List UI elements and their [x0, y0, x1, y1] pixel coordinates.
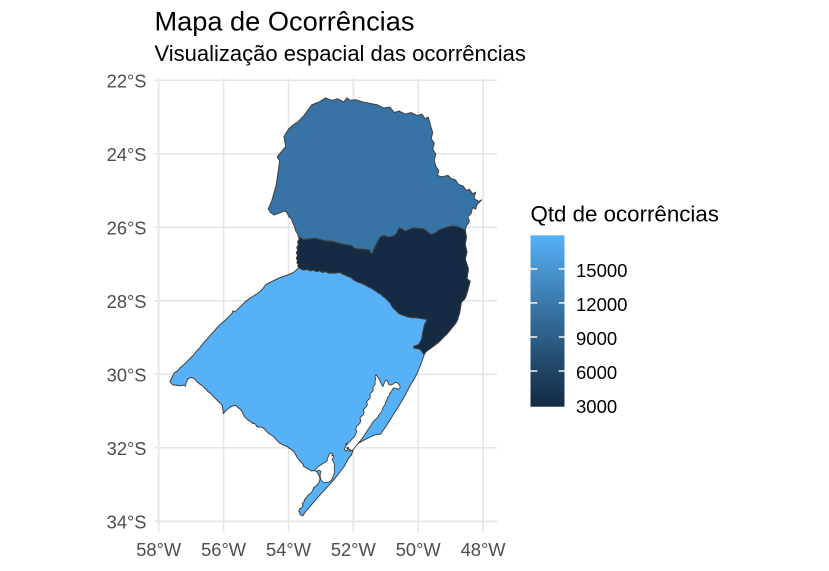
svg-text:50°W: 50°W: [396, 539, 442, 560]
svg-text:58°W: 58°W: [136, 539, 182, 560]
svg-text:6000: 6000: [576, 362, 617, 383]
svg-text:3000: 3000: [576, 396, 617, 417]
svg-text:22°S: 22°S: [107, 71, 147, 92]
svg-text:34°S: 34°S: [107, 512, 147, 533]
svg-text:28°S: 28°S: [107, 291, 147, 312]
svg-text:Mapa de Ocorrências: Mapa de Ocorrências: [155, 5, 415, 36]
svg-text:26°S: 26°S: [107, 218, 147, 239]
svg-text:30°S: 30°S: [107, 365, 147, 386]
svg-text:15000: 15000: [576, 260, 627, 281]
svg-text:52°W: 52°W: [331, 539, 377, 560]
svg-text:9000: 9000: [576, 328, 617, 349]
svg-text:56°W: 56°W: [201, 539, 247, 560]
svg-text:32°S: 32°S: [107, 438, 147, 459]
svg-text:Visualização espacial das ocor: Visualização espacial das ocorrências: [155, 41, 526, 66]
svg-text:54°W: 54°W: [266, 539, 312, 560]
svg-text:Qtd de ocorrências: Qtd de ocorrências: [531, 202, 719, 227]
svg-text:24°S: 24°S: [107, 144, 147, 165]
svg-text:48°W: 48°W: [461, 539, 507, 560]
svg-text:12000: 12000: [576, 294, 627, 315]
